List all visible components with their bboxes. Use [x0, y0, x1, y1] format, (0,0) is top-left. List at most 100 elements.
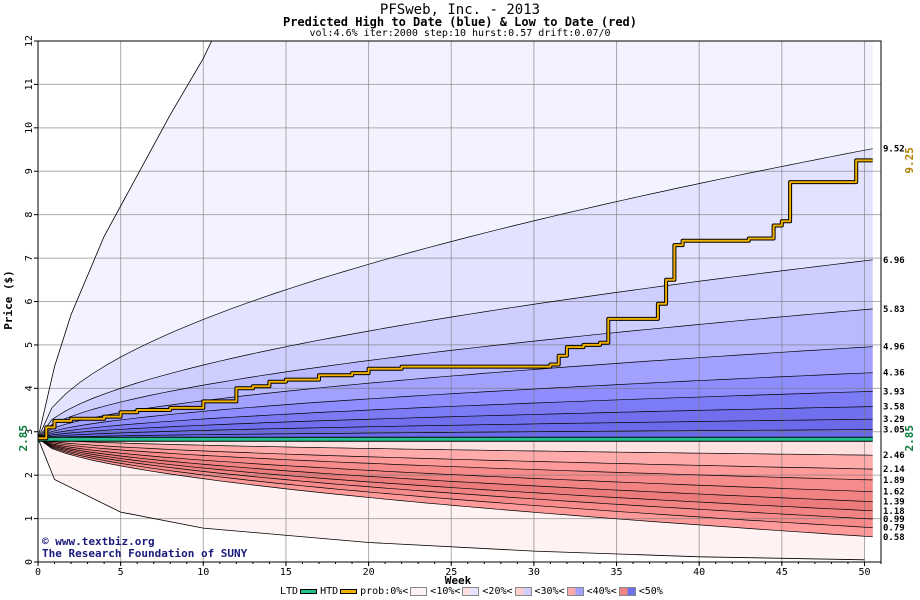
y-tick-label-12: 12	[24, 35, 35, 47]
x-tick-label-30: 30	[528, 567, 540, 578]
high-level-label-5: 3.93	[883, 387, 905, 397]
series-lines	[38, 158, 873, 442]
legend: LTD HTD prob:0%< <10%< <20%< <30%< <40%<…	[280, 586, 664, 597]
y-tick-label-0: 0	[24, 559, 35, 565]
band-boundaries	[37, 40, 873, 561]
legend-20: <20%<	[482, 586, 533, 597]
band-low-inner-1	[38, 438, 873, 480]
low-level-line-7	[37, 438, 873, 529]
x-tick-label-20: 20	[363, 567, 375, 578]
y-tick-label-8: 8	[24, 212, 35, 218]
outer-high-line	[37, 40, 212, 439]
legend-swatch-20	[514, 587, 532, 596]
htd-line	[38, 159, 873, 440]
chart-params: vol:4.6% iter:2000 step:10 hurst:0.57 dr…	[309, 28, 611, 39]
x-tick-label-50: 50	[858, 567, 870, 578]
low-level-line-2	[37, 437, 873, 481]
high-level-line-8	[37, 429, 873, 439]
y-tick-label-5: 5	[24, 342, 35, 348]
high-level-line-6	[37, 406, 873, 439]
band-low-inner-2	[38, 438, 873, 492]
x-tick-label-45: 45	[776, 567, 788, 578]
legend-swatch-10	[462, 587, 480, 596]
legend-htd-swatch	[340, 589, 358, 594]
y-tick-label-2: 2	[24, 472, 35, 478]
low-level-label-6: 0.99	[883, 515, 905, 525]
high-level-label-6: 3.58	[883, 403, 905, 413]
band-low-inner-5	[38, 438, 873, 519]
low-level-line-8	[37, 438, 873, 538]
legend-swatch-0	[410, 587, 428, 596]
low-level-label-1: 2.14	[883, 465, 905, 475]
y-tick-label-4: 4	[24, 385, 35, 391]
legend-ltd: LTD	[280, 586, 319, 597]
y-tick-label-9: 9	[24, 168, 35, 174]
legend-10: <10%<	[430, 586, 481, 597]
band-low-inner-7	[38, 438, 873, 537]
band-high-3	[38, 346, 873, 439]
chart-subtitle: Predicted High to Date (blue) & Low to D…	[282, 15, 637, 29]
high-level-label-1: 6.96	[883, 256, 905, 266]
low-level-line-0	[37, 437, 873, 456]
watermark-line-1: © www.textbiz.org	[42, 535, 155, 548]
high-level-label-2: 5.83	[883, 305, 905, 315]
low-level-label-3: 1.62	[883, 488, 905, 498]
band-low-inner-3	[38, 438, 873, 502]
band-high-7	[38, 419, 873, 439]
high-level-label-3: 4.96	[883, 343, 905, 353]
band-low-0	[38, 438, 873, 456]
low-level-line-6	[37, 438, 873, 520]
band-low-outside	[38, 438, 873, 562]
band-high-5	[38, 391, 873, 439]
legend-prob: prob:0%<	[360, 586, 429, 597]
y-tick-label-6: 6	[24, 298, 35, 304]
legend-swatch-40	[618, 587, 636, 596]
htd-final-label: 9.25	[903, 147, 916, 174]
y-axis-label: Price ($)	[2, 270, 15, 330]
low-level-label-2: 1.89	[883, 476, 905, 486]
x-tick-label-15: 15	[280, 567, 292, 578]
x-tick-label-5: 5	[118, 567, 124, 578]
low-level-label-5: 1.18	[883, 507, 905, 517]
chart-title: PFSweb, Inc. - 2013	[379, 2, 541, 18]
band-high-0	[38, 148, 873, 439]
level-labels: 9.52 6.96 5.83 4.96 4.36 3.93 3.58 3.293.05 2.46…	[883, 145, 916, 543]
x-tick-label-35: 35	[611, 567, 623, 578]
x-tick-label-0: 0	[35, 567, 41, 578]
low-level-line-4	[37, 437, 873, 503]
high-level-label-0: 9.52	[883, 145, 905, 155]
legend-40: <40%<	[587, 586, 638, 597]
low-level-line-5	[37, 437, 873, 512]
x-tick-label-25: 25	[445, 567, 457, 578]
legend-swatch-30	[566, 587, 584, 596]
band-high-6	[38, 406, 873, 439]
low-level-label-7: 0.79	[883, 524, 905, 534]
low-level-label-8: 0.58	[883, 533, 905, 543]
high-level-line-5	[37, 391, 873, 439]
low-level-label-0: 2.46	[883, 451, 905, 461]
y-tick-label-1: 1	[24, 516, 35, 522]
legend-htd: HTD	[320, 586, 359, 597]
low-level-line-3	[37, 437, 873, 493]
x-tick-label-40: 40	[693, 567, 705, 578]
high-level-line-3	[37, 346, 873, 439]
legend-30: <30%<	[535, 586, 586, 597]
y-tick-label-3: 3	[24, 429, 35, 435]
start-price-label: 2.85	[17, 425, 30, 452]
x-tick-label-10: 10	[197, 567, 209, 578]
y-tick-label-11: 11	[24, 78, 35, 90]
band-high-2	[38, 308, 873, 439]
high-level-label-8: 3.05	[883, 426, 905, 436]
y-tick-label-7: 7	[24, 255, 35, 261]
low-level-line-1	[37, 437, 873, 470]
high-level-label-7: 3.29	[883, 415, 905, 425]
band-high-4	[38, 372, 873, 439]
outer-low-line	[37, 438, 865, 561]
high-level-line-7	[37, 418, 873, 439]
legend-ltd-swatch	[300, 589, 318, 594]
high-level-line-0	[37, 148, 873, 439]
high-level-label-4: 4.36	[883, 369, 905, 379]
x-axis-label: Week	[445, 574, 472, 587]
